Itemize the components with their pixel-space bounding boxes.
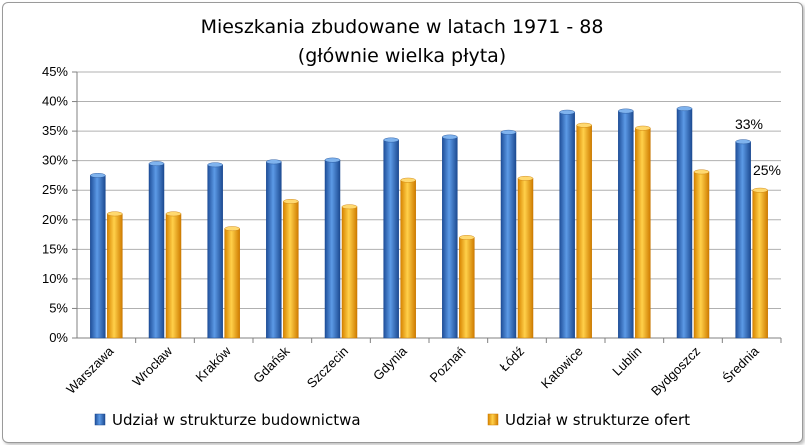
legend: Udział w strukturze budownictwa Udział w… <box>94 411 690 429</box>
y-tick-label: 40% <box>42 94 68 109</box>
bar-building <box>324 159 341 339</box>
bar-offers-cap <box>459 235 475 240</box>
y-axis-ticks: 0% 5% 10% 15% 20% 25% 30% 35% 40% 45% <box>42 64 68 345</box>
bar-building <box>266 161 282 339</box>
bar-building-cap <box>618 108 634 114</box>
y-tick-label: 20% <box>42 212 68 227</box>
bar-building-cap <box>324 157 341 163</box>
bar-building <box>383 139 399 339</box>
bar-offers <box>517 178 534 339</box>
x-category-label: Szczecin <box>304 344 351 391</box>
y-tick-label: 10% <box>42 271 68 286</box>
y-tick-label: 5% <box>49 300 68 315</box>
y-tick-label: 45% <box>42 64 68 79</box>
bar-offers-cap <box>576 122 592 128</box>
bar-offers <box>165 213 182 339</box>
bar-offers-cap <box>635 125 651 131</box>
bar-offers-cap <box>400 177 416 183</box>
gridlines <box>77 71 781 339</box>
bar-building <box>207 164 223 339</box>
bar-building <box>148 163 165 339</box>
bar-offers-cap <box>283 199 299 204</box>
bar-building <box>676 108 693 339</box>
x-category-label: Bydgoszcz <box>648 344 703 399</box>
bar-building-cap <box>148 161 165 167</box>
bar-building-cap <box>442 134 458 140</box>
bar-building-cap <box>559 109 575 115</box>
bar-building-cap <box>383 137 399 143</box>
bar-building-cap <box>676 106 693 112</box>
x-category-label: Łódź <box>497 344 528 375</box>
bar-offers <box>224 228 240 339</box>
y-tick-label: 30% <box>42 153 68 168</box>
y-tick-label: 35% <box>42 123 68 138</box>
x-category-label: Poznań <box>427 344 469 386</box>
bar-offers <box>400 179 416 339</box>
y-tick-label: 0% <box>49 330 68 345</box>
legend-label-building: Udział w strukturze budownictwa <box>112 411 361 429</box>
legend-swatch-building <box>94 413 106 426</box>
bar-offers-cap <box>107 211 123 217</box>
bar-building <box>735 141 751 339</box>
bar-building <box>559 111 575 339</box>
bar-offers-cap <box>341 204 358 210</box>
x-category-label: Gdańsk <box>250 343 293 386</box>
x-category-label: Lublin <box>609 344 644 379</box>
annotation-average-building: 33% <box>735 116 763 132</box>
bar-building-cap <box>90 173 106 178</box>
bar-offers <box>576 124 592 339</box>
bar-offers <box>693 171 710 339</box>
x-category-label: Średnia <box>719 343 762 386</box>
x-category-label: Gdynia <box>370 343 410 383</box>
bar-building <box>90 175 106 339</box>
bar-offers-cap <box>693 169 710 175</box>
bar-offers <box>459 237 475 339</box>
legend-swatch-offers <box>487 413 499 426</box>
bar-building-cap <box>500 129 517 135</box>
bar-offers <box>341 206 358 339</box>
bar-building <box>442 136 458 339</box>
bar-building <box>618 110 634 339</box>
axes <box>72 71 782 343</box>
chart-title-line2: (głównie wielka płyta) <box>298 45 506 67</box>
y-tick-label: 25% <box>42 182 68 197</box>
legend-label-offers: Udział w strukturze ofert <box>505 411 690 429</box>
annotation-average-offers: 25% <box>753 162 781 178</box>
bar-offers-cap <box>165 211 182 217</box>
x-category-label: Warszawa <box>63 343 117 397</box>
x-category-label: Katowice <box>538 344 586 392</box>
bar-building <box>500 132 517 339</box>
bar-building-cap <box>266 159 282 165</box>
chart-title-line1: Mieszkania zbudowane w latach 1971 - 88 <box>201 16 604 38</box>
bar-offers <box>283 201 299 339</box>
x-category-label: Wrocław <box>129 343 175 389</box>
bar-building-cap <box>735 139 751 145</box>
bar-building-cap <box>207 162 223 168</box>
x-category-label: Kraków <box>193 343 235 385</box>
bar-offers <box>752 189 768 339</box>
bar-offers-cap <box>224 226 240 232</box>
x-axis-categories: Warszawa Wrocław Kraków Gdańsk Szczecin Gdyni… <box>63 343 762 399</box>
bar-offers-cap <box>752 187 768 193</box>
bar-offers-cap <box>517 175 534 181</box>
bar-offers <box>107 213 123 339</box>
bar-offers <box>635 127 651 339</box>
y-tick-label: 15% <box>42 241 68 256</box>
bars <box>90 106 768 339</box>
